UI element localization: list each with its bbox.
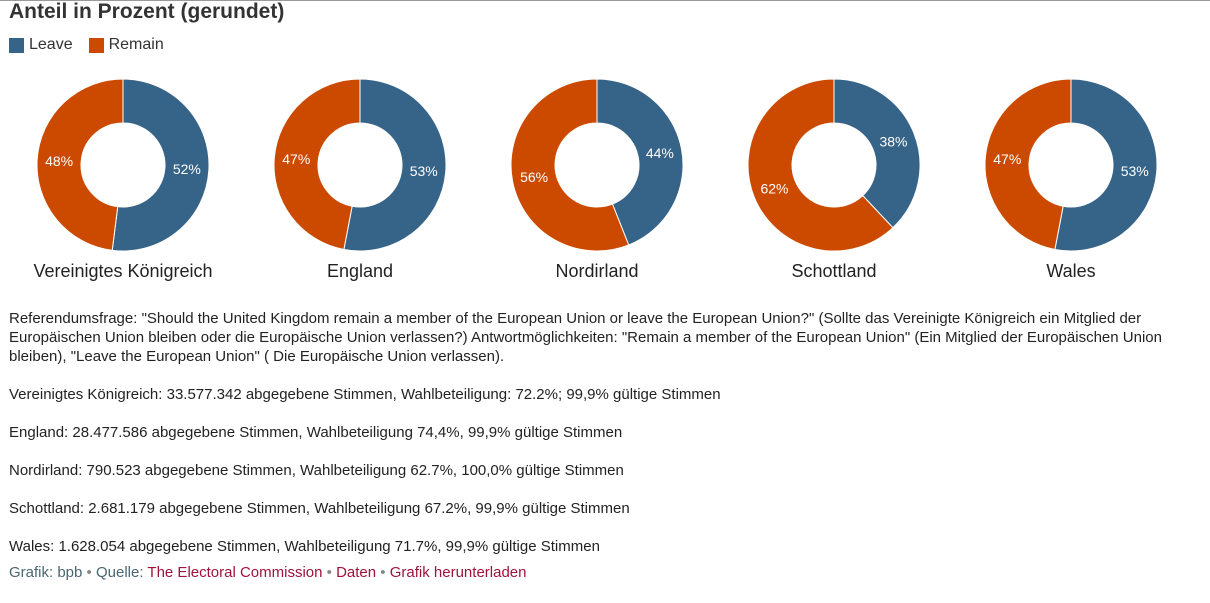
referendum-question: Referendumsfrage: "Should the United Kin… <box>9 310 1162 365</box>
data-label-remain-nordirland: 56% <box>520 169 548 185</box>
chart-title: Anteil in Prozent (gerundet) <box>9 0 285 23</box>
data-label-leave-nordirland: 44% <box>646 145 674 161</box>
stats-nordirland: Nordirland: 790.523 abgegebene Stimmen, … <box>9 462 624 479</box>
data-label-remain-wales: 47% <box>993 151 1021 167</box>
stats-wales: Wales: 1.628.054 abgegebene Stimmen, Wah… <box>9 538 600 555</box>
donut-slice-remain-nordirland <box>510 78 630 252</box>
region-label-uk: Vereinigtes Königreich <box>33 261 213 281</box>
donut-slice-remain-schottland <box>747 78 894 252</box>
region-label-wales: Wales <box>1046 261 1096 281</box>
source-link[interactable]: The Electoral Commission <box>147 564 323 581</box>
stats-uk: Vereinigtes Königreich: 33.577.342 abgeg… <box>9 386 721 403</box>
donut-charts: 52% 48% 53% 47% 44% 56% 38% 62% 53% 47% Vereinigt… <box>0 60 1210 290</box>
legend-label-leave: Leave <box>29 36 73 53</box>
top-rule <box>0 0 1210 1</box>
donut-slice-leave-nordirland <box>596 78 684 246</box>
legend-label-remain: Remain <box>108 36 164 53</box>
footer-separator: • <box>380 564 386 581</box>
stats-schottland: Schottland: 2.681.179 abgegebene Stimmen… <box>9 500 630 517</box>
footer: Grafik: bpb • Quelle: The Electoral Comm… <box>9 564 526 581</box>
download-link[interactable]: Grafik herunterladen <box>389 564 527 581</box>
data-label-leave-england: 53% <box>410 163 438 179</box>
data-label-remain-schottland: 62% <box>760 181 788 197</box>
donut-slice-leave-uk <box>111 78 210 252</box>
donut-slice-remain-england <box>273 78 361 251</box>
stats-england: England: 28.477.586 abgegebene Stimmen, … <box>9 424 623 441</box>
legend-item-remain: Remain <box>88 36 164 54</box>
donut-slice-remain-wales <box>984 78 1072 251</box>
region-label-schottland: Schottland <box>791 261 877 281</box>
legend-item-leave: Leave <box>9 36 73 54</box>
data-label-leave-uk: 52% <box>173 161 201 177</box>
legend: Leave Remain <box>9 36 164 54</box>
footer-source-prefix: Quelle: <box>95 564 144 581</box>
region-label-nordirland: Nordirland <box>555 261 639 281</box>
footer-separator: • <box>86 564 92 581</box>
data-label-remain-england: 47% <box>282 151 310 167</box>
donut-slice-leave-wales <box>1054 78 1158 252</box>
donut-slice-leave-england <box>343 78 447 252</box>
donut-charts-svg: 52% 48% 53% 47% 44% 56% 38% 62% 53% 47% <box>36 78 1158 252</box>
donut-slice-remain-uk <box>36 78 124 251</box>
legend-swatch-leave <box>9 37 24 53</box>
data-label-leave-schottland: 38% <box>879 133 907 149</box>
legend-swatch-remain <box>88 37 104 53</box>
data-label-leave-wales: 53% <box>1121 163 1149 179</box>
data-link[interactable]: Daten <box>336 564 377 581</box>
data-label-remain-uk: 48% <box>45 153 73 169</box>
donut-slice-leave-schottland <box>833 78 921 229</box>
footer-separator: • <box>326 564 332 581</box>
footer-credit: Grafik: bpb <box>9 564 83 581</box>
region-label-england: England <box>326 261 394 281</box>
